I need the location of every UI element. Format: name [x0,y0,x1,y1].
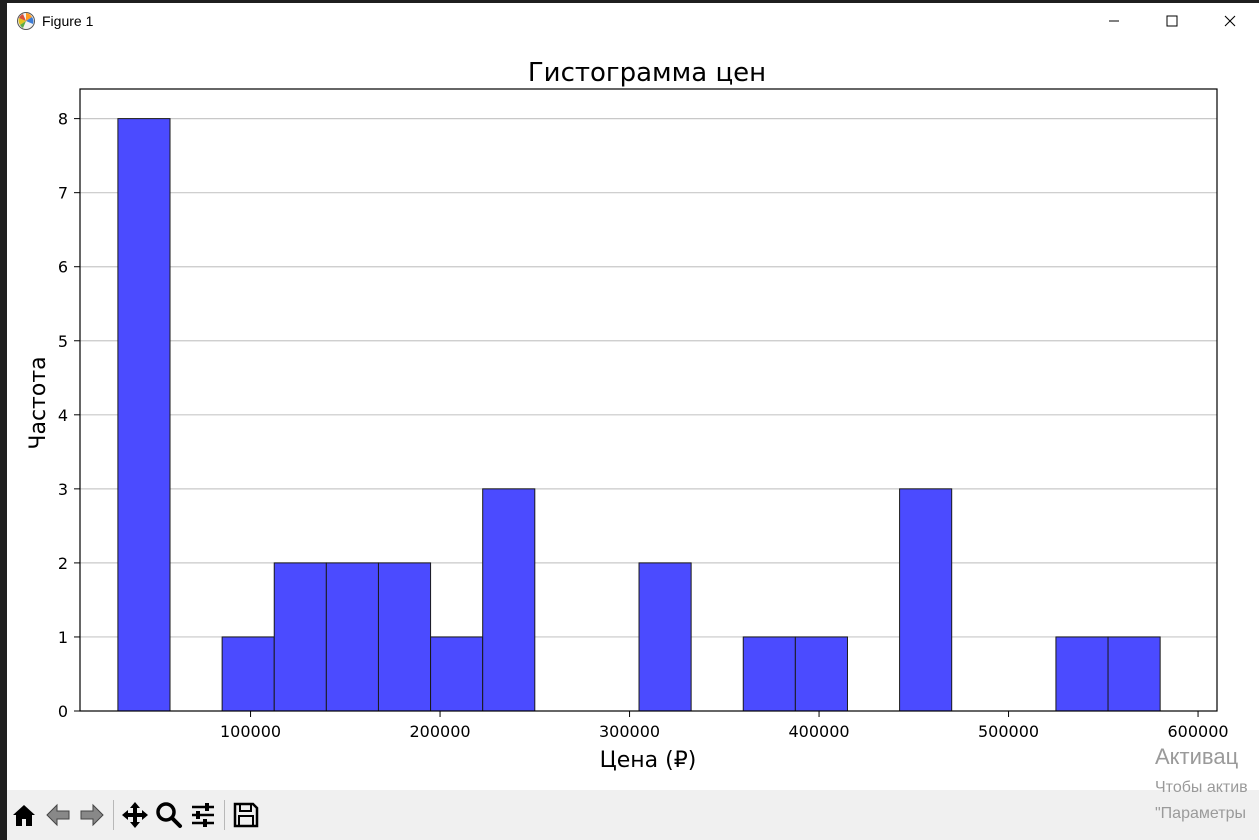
y-tick-label: 7 [58,184,68,203]
close-button[interactable] [1201,3,1259,39]
y-tick-label: 2 [58,554,68,573]
y-tick-label: 3 [58,480,68,499]
zoom-icon [156,802,182,828]
histogram-bar [638,562,692,712]
window-controls [1085,3,1259,39]
configure-subplots-button[interactable] [186,795,220,835]
y-tick-label: 8 [58,110,68,129]
window-title: Figure 1 [42,13,94,29]
home-icon [13,805,35,826]
figure-window: Figure 1 Гистограмма цен [7,3,1259,840]
x-tick-label: 600000 [1168,722,1229,741]
save-button[interactable] [229,795,263,835]
histogram-bar [1107,636,1161,712]
x-tick-label: 100000 [220,722,281,741]
histogram-bar [1055,636,1109,712]
histogram-bar [430,636,484,712]
chart-title: Гистограмма цен [528,58,766,88]
pan-button[interactable] [118,795,152,835]
x-axis-label: Цена (₽) [600,748,697,773]
minimize-button[interactable] [1085,3,1143,39]
back-icon [46,803,70,827]
x-axis-ticks: 100000 200000 300000 400000 500000 600000 [220,711,1229,741]
configure-subplots-icon [192,803,214,827]
title-bar: Figure 1 [7,3,1259,39]
grid-lines [80,118,1217,638]
histogram-bar [899,488,953,712]
activation-watermark-line: "Параметры [1155,805,1246,822]
x-tick-label: 300000 [599,722,660,741]
y-tick-label: 4 [58,406,68,425]
maximize-button[interactable] [1143,3,1201,39]
y-axis-label: Частота [26,356,51,449]
histogram-bar [377,562,432,712]
plot-area: Гистограмма цен 100000 200000 300000 400000… [7,39,1259,790]
histogram-bar [273,562,327,712]
zoom-button[interactable] [152,795,186,835]
pan-icon [122,802,148,828]
y-axis-ticks: 0 1 2 3 4 5 6 7 8 [58,110,80,721]
x-tick-label: 400000 [789,722,850,741]
activation-watermark-line: Чтобы актив [1155,779,1248,796]
histogram-chart: Гистограмма цен 100000 200000 300000 400000… [26,58,1229,773]
save-icon [233,802,259,828]
histogram-bar [325,562,379,712]
y-tick-label: 5 [58,332,68,351]
histogram-bar [742,636,796,712]
maximize-icon [1166,15,1178,27]
histogram-bar [221,636,275,712]
y-tick-label: 0 [58,702,68,721]
histogram-bars [117,118,1161,712]
axes-frame [79,88,1218,712]
forward-button[interactable] [75,795,109,835]
y-tick-label: 1 [58,628,68,647]
activation-watermark-title: Активац [1155,744,1239,769]
x-tick-label: 500000 [978,722,1039,741]
home-button[interactable] [7,795,41,835]
toolbar-separator [113,800,114,830]
minimize-icon [1109,20,1119,22]
navigation-toolbar [7,790,1259,840]
histogram-bar [794,636,848,712]
y-tick-label: 6 [58,258,68,277]
toolbar-separator [224,800,225,830]
back-button[interactable] [41,795,75,835]
close-icon [1224,15,1236,27]
histogram-bar [482,488,536,712]
histogram-bar [117,118,171,712]
matplotlib-logo-icon [17,12,35,30]
x-tick-label: 200000 [410,722,471,741]
forward-icon [80,803,104,827]
